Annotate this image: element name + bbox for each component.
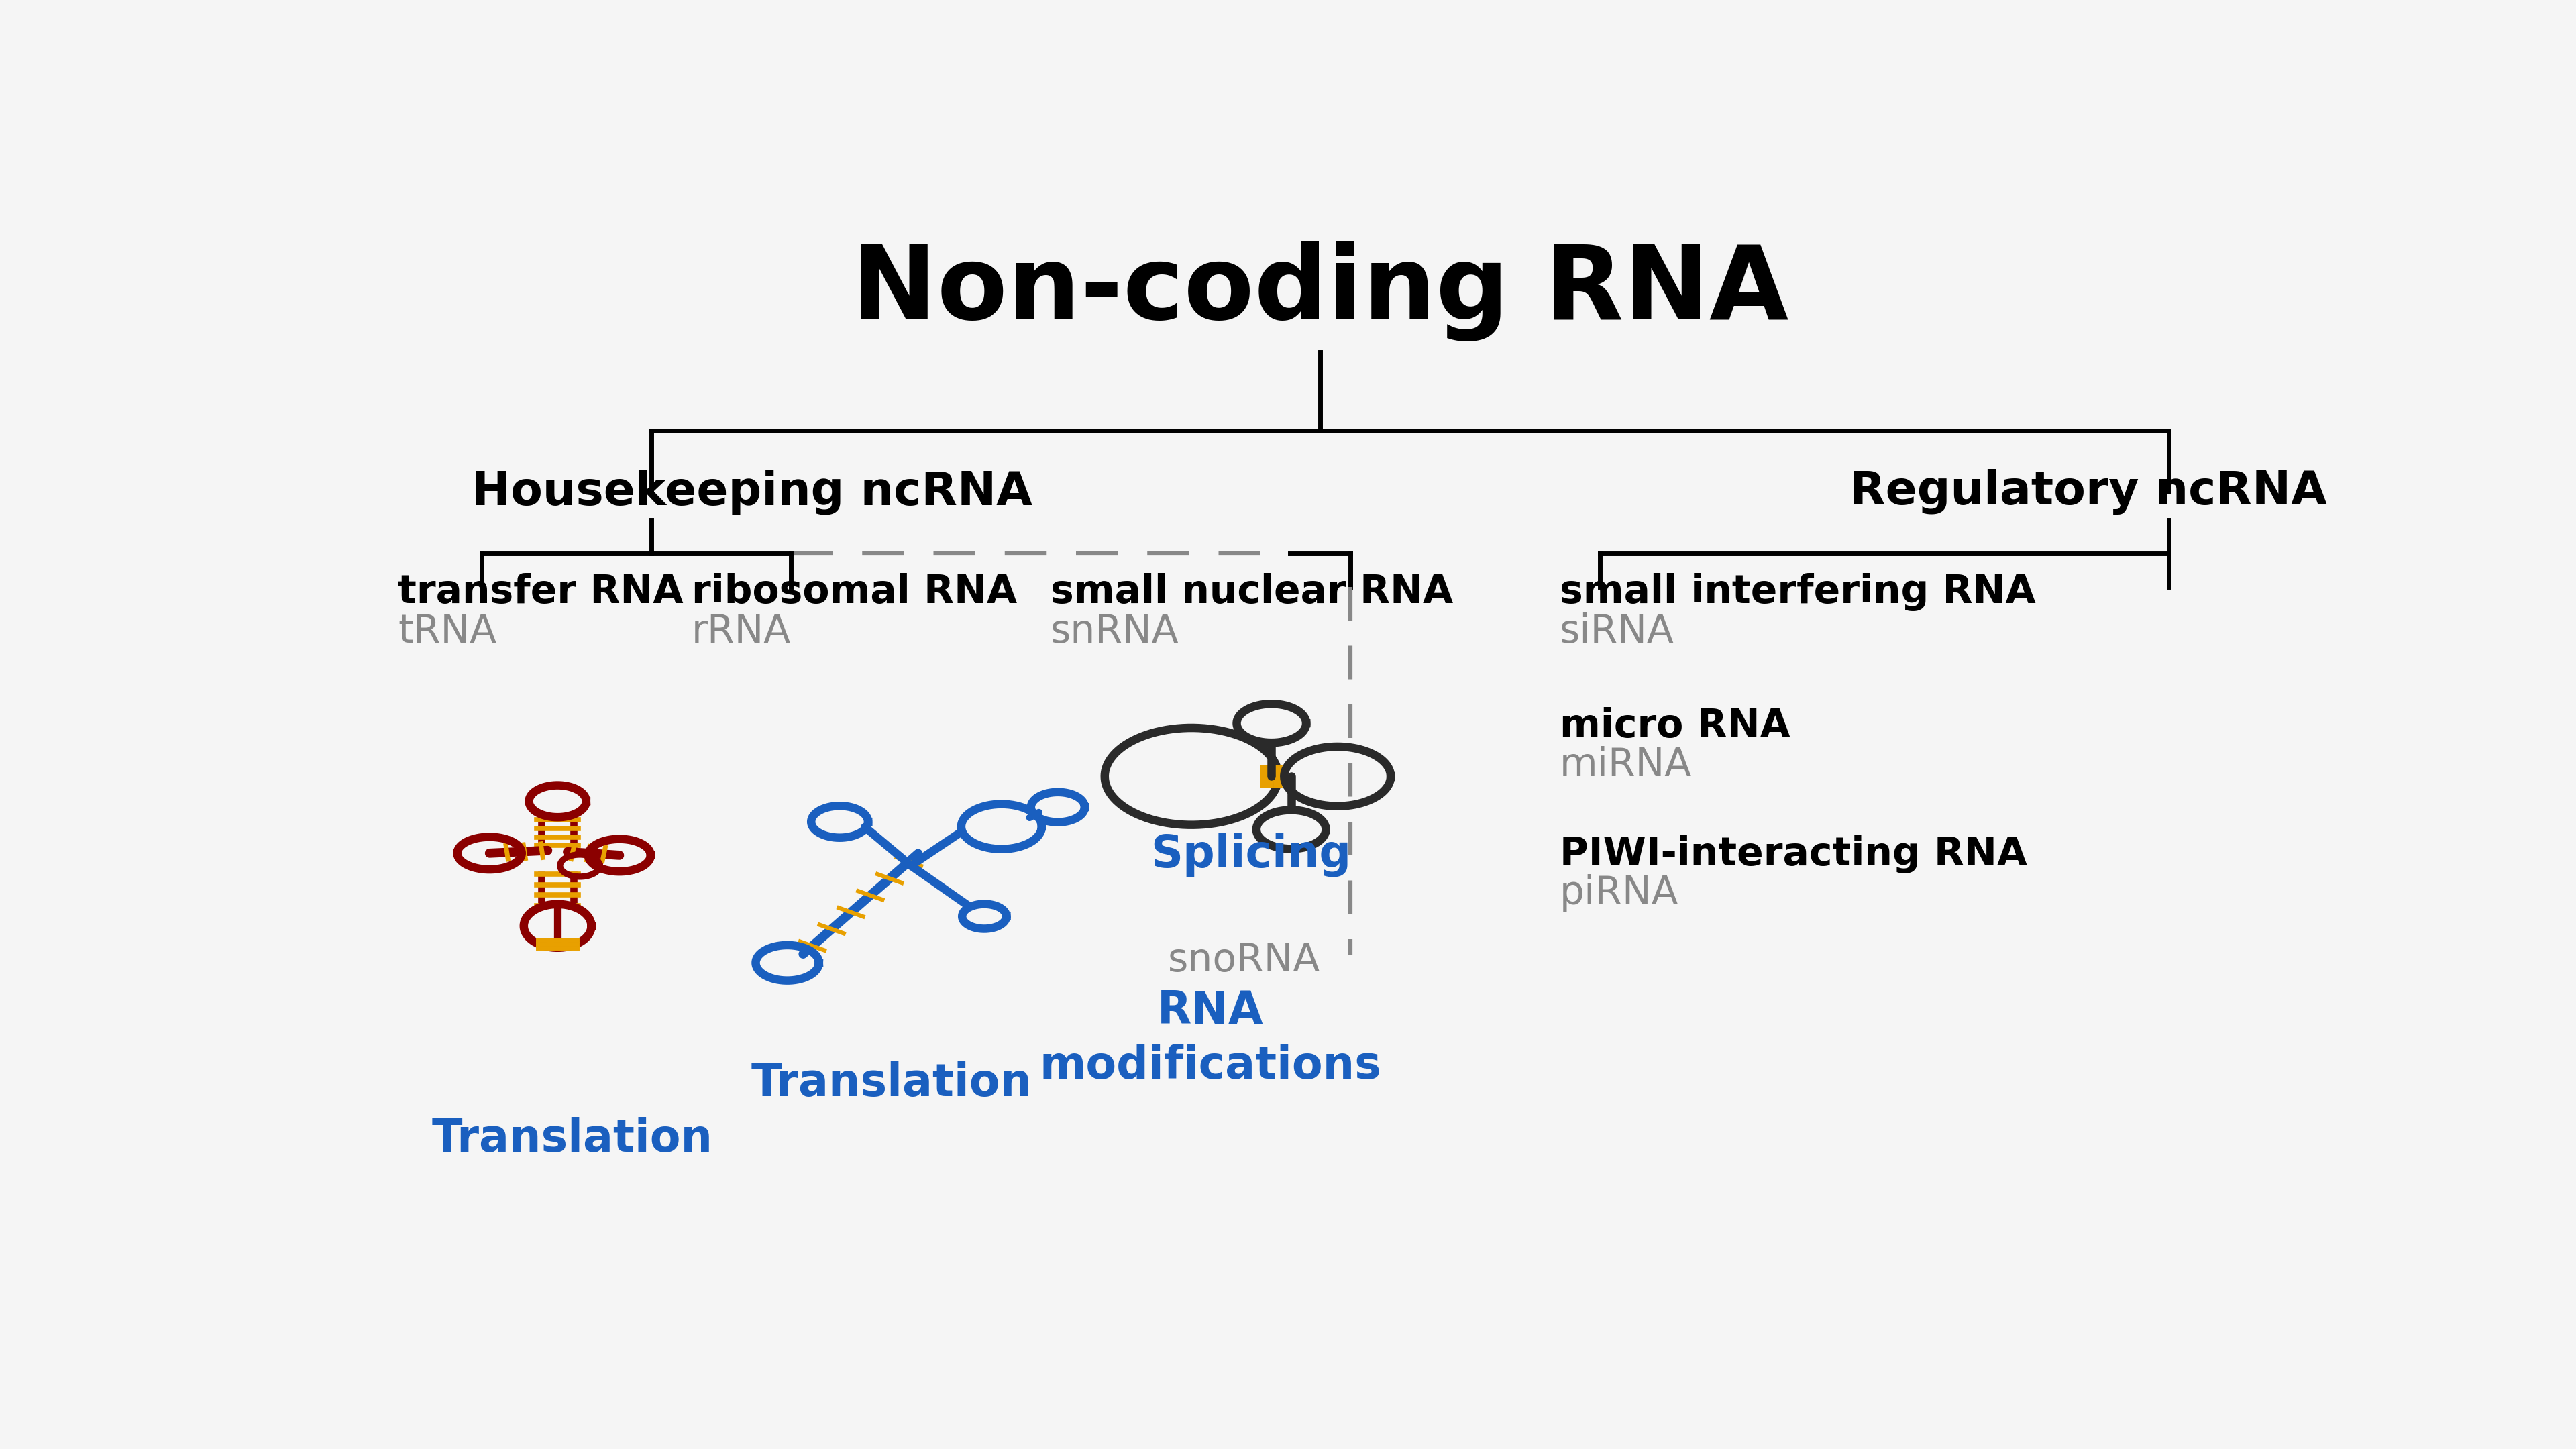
Text: RNA
modifications: RNA modifications — [1041, 990, 1381, 1088]
Text: siRNA: siRNA — [1558, 613, 1674, 651]
Text: Regulatory ncRNA: Regulatory ncRNA — [1850, 469, 2326, 514]
Text: small nuclear RNA: small nuclear RNA — [1051, 574, 1453, 611]
Text: Non-coding RNA: Non-coding RNA — [853, 241, 1788, 342]
Text: Housekeeping ncRNA: Housekeeping ncRNA — [471, 469, 1033, 514]
Text: ribosomal RNA: ribosomal RNA — [690, 574, 1018, 611]
Text: Translation: Translation — [752, 1061, 1033, 1106]
Text: snRNA: snRNA — [1051, 613, 1180, 651]
Text: PIWI-interacting RNA: PIWI-interacting RNA — [1558, 836, 2027, 874]
Text: snoRNA: snoRNA — [1167, 942, 1321, 980]
Text: rRNA: rRNA — [690, 613, 791, 651]
Text: micro RNA: micro RNA — [1558, 707, 1790, 745]
Text: piRNA: piRNA — [1558, 874, 1680, 913]
Text: tRNA: tRNA — [397, 613, 497, 651]
Text: Translation: Translation — [433, 1117, 714, 1161]
Text: small interfering RNA: small interfering RNA — [1558, 574, 2035, 611]
Text: miRNA: miRNA — [1558, 746, 1692, 784]
Text: Splicing: Splicing — [1151, 832, 1352, 877]
Text: transfer RNA: transfer RNA — [397, 574, 683, 611]
